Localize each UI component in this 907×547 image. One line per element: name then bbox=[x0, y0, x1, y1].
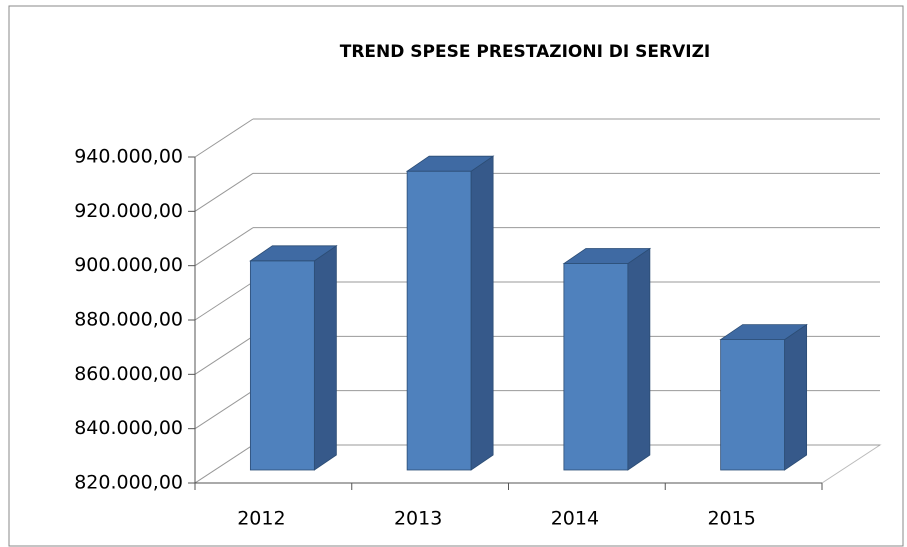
bar bbox=[249, 260, 315, 471]
x-tick-label: 2013 bbox=[394, 508, 442, 530]
grid-line bbox=[194, 118, 254, 158]
bar bbox=[563, 263, 629, 471]
y-tick-label: 880.000,00 bbox=[74, 309, 183, 331]
y-tick-label: 860.000,00 bbox=[74, 363, 183, 385]
bar-top bbox=[562, 248, 652, 264]
bar-side bbox=[784, 323, 808, 471]
y-tick-label: 900.000,00 bbox=[74, 254, 183, 276]
y-tick-label: 840.000,00 bbox=[74, 417, 183, 439]
grid-line bbox=[194, 227, 254, 267]
bar-top bbox=[405, 155, 495, 172]
grid-line bbox=[194, 390, 254, 430]
bar-side bbox=[627, 247, 651, 471]
bar bbox=[720, 339, 786, 471]
x-tick-label: 2014 bbox=[551, 508, 599, 530]
grid-line bbox=[194, 281, 254, 321]
grid-line bbox=[194, 172, 254, 212]
x-tick-label: 2015 bbox=[707, 508, 755, 530]
y-tick-label: 940.000,00 bbox=[74, 146, 183, 168]
chart-title: TREND SPESE PRESTAZIONI DI SERVIZI bbox=[340, 42, 711, 62]
bar-top bbox=[249, 245, 338, 262]
y-tick-label: 920.000,00 bbox=[74, 200, 183, 222]
x-tick-label: 2012 bbox=[237, 508, 285, 530]
bar-side bbox=[313, 245, 337, 471]
bar-top bbox=[719, 324, 808, 341]
grid-line bbox=[194, 335, 254, 375]
y-tick-label: 820.000,00 bbox=[74, 472, 183, 494]
bar bbox=[406, 170, 472, 471]
bar-side bbox=[470, 155, 494, 471]
grid-line bbox=[194, 444, 254, 484]
